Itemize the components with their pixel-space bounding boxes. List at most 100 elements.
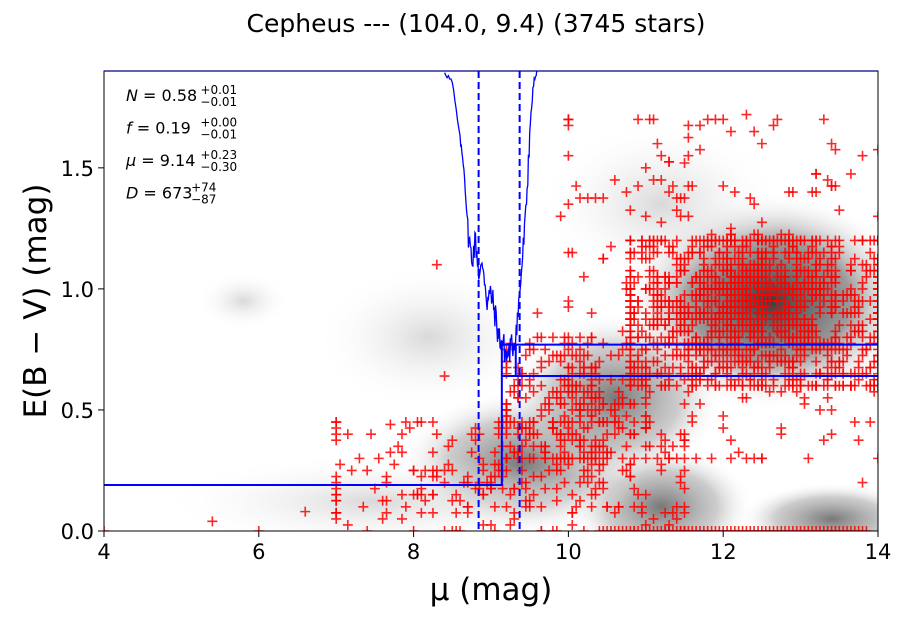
star-point xyxy=(671,235,682,246)
star-point xyxy=(873,332,878,343)
star-point xyxy=(652,526,663,531)
star-point xyxy=(640,211,651,222)
star-point xyxy=(602,429,613,440)
annotation-plus: +74 xyxy=(191,181,216,195)
star-point xyxy=(729,332,740,343)
star-point xyxy=(478,459,489,470)
star-point xyxy=(578,465,589,476)
star-point xyxy=(725,350,736,361)
star-point xyxy=(377,495,388,506)
star-point xyxy=(694,526,705,531)
star-point xyxy=(783,314,794,325)
star-point xyxy=(536,380,547,391)
star-point xyxy=(602,526,613,531)
star-point xyxy=(362,465,373,476)
star-point xyxy=(822,526,833,531)
star-point xyxy=(787,380,798,391)
star-point xyxy=(857,150,868,161)
star-point xyxy=(803,332,814,343)
star-point xyxy=(656,526,667,531)
annotation-plus: +0.00 xyxy=(200,116,237,130)
star-point xyxy=(629,362,640,373)
star-point xyxy=(660,447,671,458)
star-point xyxy=(706,356,717,367)
star-point xyxy=(830,144,841,155)
star-point xyxy=(865,296,876,306)
star-point xyxy=(613,386,624,397)
star-point xyxy=(656,217,667,228)
star-point xyxy=(396,447,407,458)
star-point xyxy=(694,314,705,325)
star-point xyxy=(536,411,547,421)
star-point xyxy=(838,526,849,531)
star-point xyxy=(834,320,845,331)
star-point xyxy=(625,380,636,391)
star-point xyxy=(501,423,512,434)
star-point xyxy=(532,308,543,319)
annotation-value: 9.14 xyxy=(160,151,196,170)
star-point xyxy=(834,205,845,216)
star-point xyxy=(633,114,644,125)
star-point xyxy=(636,326,647,337)
star-point xyxy=(873,235,878,246)
star-point xyxy=(737,241,748,252)
star-point xyxy=(567,519,578,530)
star-point xyxy=(563,199,574,210)
star-point xyxy=(776,259,787,270)
star-point xyxy=(520,483,531,494)
star-point xyxy=(660,526,671,531)
chart-title: Cepheus --- (104.0, 9.4) (3745 stars) xyxy=(247,9,706,38)
star-point xyxy=(811,356,822,367)
star-point xyxy=(586,308,597,319)
star-point xyxy=(342,429,353,440)
star-point xyxy=(594,465,605,476)
star-point xyxy=(563,120,574,131)
star-point xyxy=(385,419,396,430)
star-point xyxy=(598,453,609,464)
star-point xyxy=(842,308,853,319)
star-point xyxy=(718,265,729,276)
star-point xyxy=(729,526,740,531)
annotation-main: D = 673 xyxy=(126,184,192,203)
star-point xyxy=(633,350,644,361)
star-point xyxy=(547,350,558,361)
star-point xyxy=(764,356,775,367)
star-point xyxy=(671,380,682,391)
star-point xyxy=(691,453,702,464)
star-point xyxy=(621,441,632,452)
star-point xyxy=(667,247,678,258)
star-point xyxy=(768,338,779,349)
star-point xyxy=(756,259,767,270)
star-point xyxy=(586,380,597,391)
star-point xyxy=(683,120,694,131)
star-point xyxy=(873,265,878,276)
star-point xyxy=(675,211,686,222)
star-point xyxy=(814,404,825,415)
star-point xyxy=(729,356,740,367)
star-point xyxy=(640,162,651,173)
star-point xyxy=(385,447,396,458)
annotation-value: 0.19 xyxy=(155,119,191,138)
star-point xyxy=(640,411,651,421)
star-point xyxy=(822,174,833,185)
star-point xyxy=(667,332,678,343)
star-point xyxy=(718,181,729,191)
star-point xyxy=(373,453,384,464)
annotation-minus: −0.01 xyxy=(200,128,237,142)
star-point xyxy=(787,241,798,252)
x-axis-label: μ (mag) xyxy=(430,572,553,608)
star-point xyxy=(702,526,713,531)
star-point xyxy=(694,344,705,355)
star-point xyxy=(613,526,624,531)
star-point xyxy=(427,489,438,500)
star-point xyxy=(807,344,818,355)
star-point xyxy=(625,235,636,246)
star-point xyxy=(582,423,593,434)
star-point xyxy=(640,308,651,319)
star-point xyxy=(873,211,878,222)
star-point xyxy=(551,453,562,464)
star-point xyxy=(795,344,806,355)
star-point xyxy=(377,513,388,524)
star-point xyxy=(826,138,837,149)
annotation-value: 673 xyxy=(162,184,193,203)
